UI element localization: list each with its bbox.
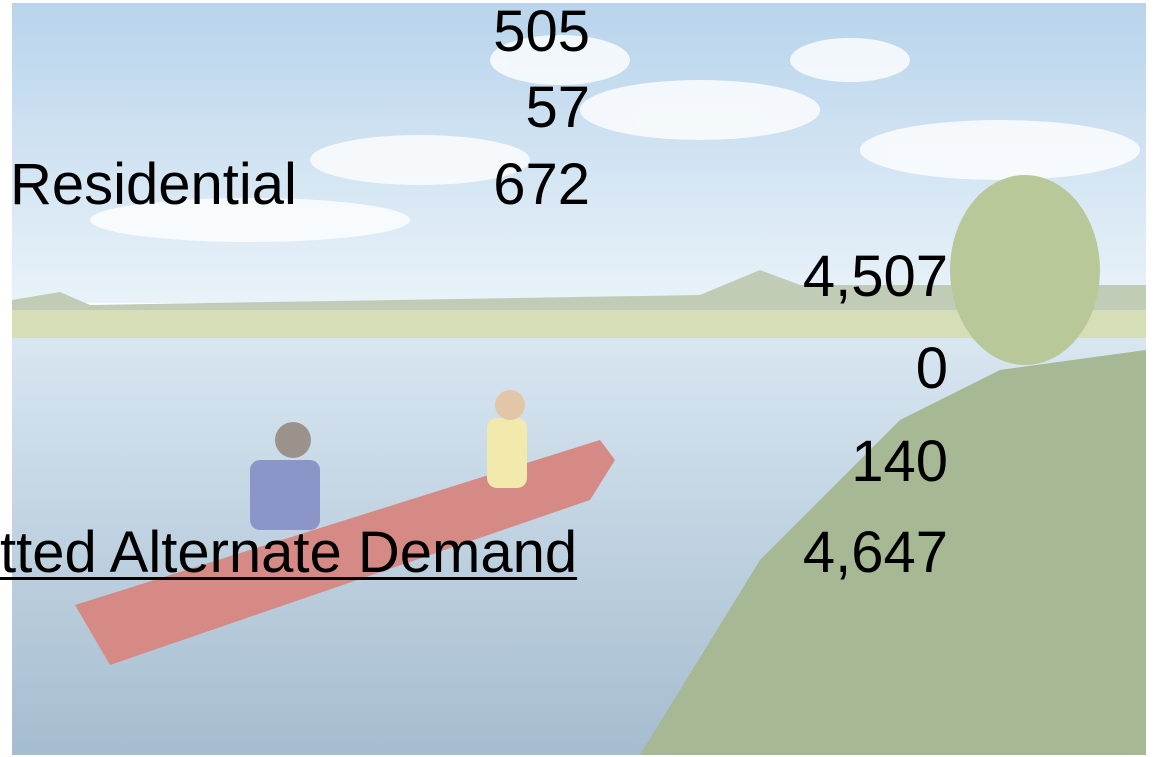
value-text: 57 bbox=[440, 79, 590, 137]
value-text: 4,507 bbox=[748, 248, 948, 306]
row-label: tted Alternate Demand bbox=[0, 524, 577, 582]
value-text: 140 bbox=[748, 433, 948, 491]
value-text: 4,647 bbox=[748, 524, 948, 582]
row-label: Residential bbox=[10, 156, 297, 214]
value-text: 672 bbox=[440, 156, 590, 214]
value-text: 0 bbox=[748, 340, 948, 398]
slide: 505 57 Residential 672 4,507 0 140 tted … bbox=[0, 0, 1156, 757]
value-text: 505 bbox=[440, 3, 590, 61]
